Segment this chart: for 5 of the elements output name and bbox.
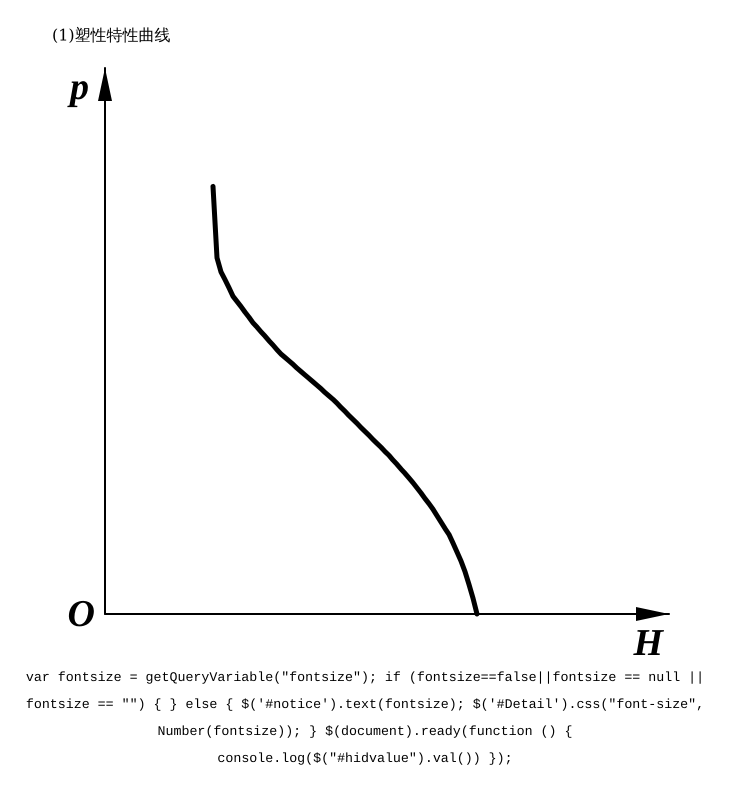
y-axis-title: p bbox=[67, 66, 89, 108]
text: O bbox=[68, 593, 95, 635]
text: var fontsize = getQueryVariable("fontsize"); if (fontsize==false||fontsize == null || fontsize == "") { } else { $('#notice').text(fontsize); $('#Detail').css("font-size", Number(fontsize)); } $(document).ready(function () { console.log($("#hidvalue").val()) }); bbox=[24, 669, 706, 768]
chart-title: (1)塑性特性曲线 bbox=[52, 26, 171, 44]
x-axis-title: H bbox=[632, 622, 664, 664]
